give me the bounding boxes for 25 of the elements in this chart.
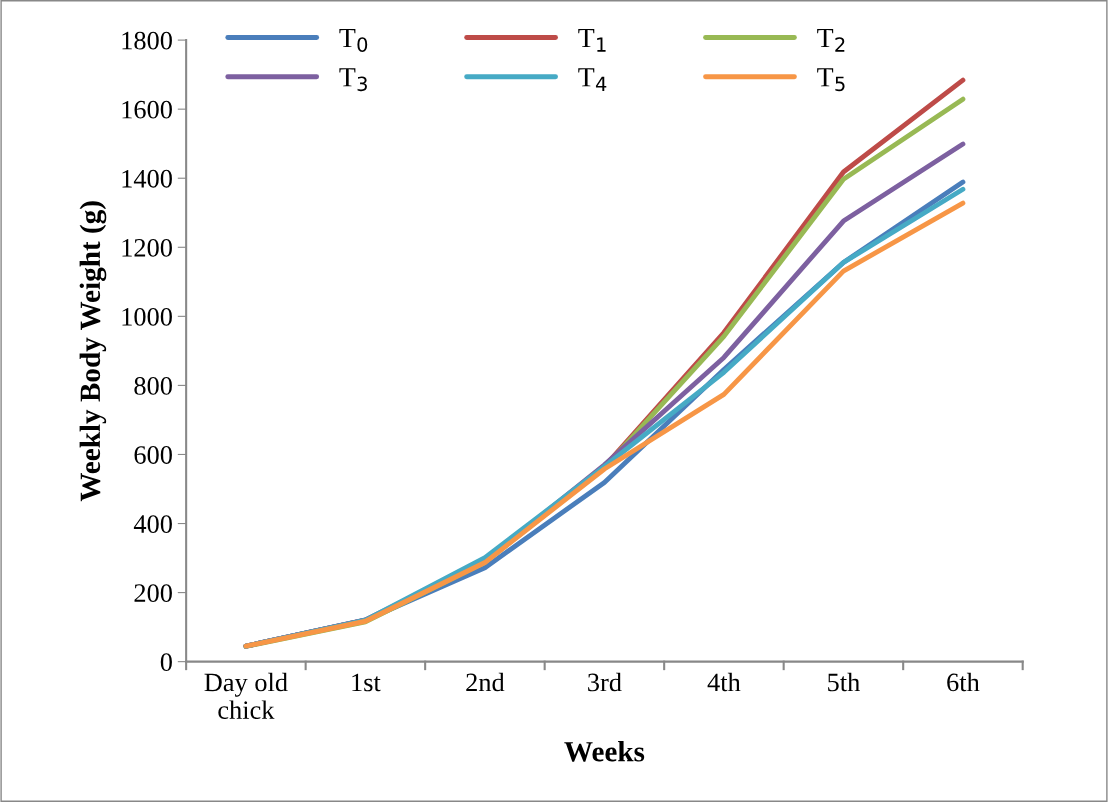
x-tick-label: 1st — [352, 673, 381, 692]
y-tick-label: 1000 — [122, 307, 172, 326]
legend-label: T$_{1}$ — [578, 28, 606, 52]
y-tick-label: 400 — [133, 515, 172, 533]
y-tick-label: 1600 — [122, 100, 172, 119]
y-tick-label: 800 — [134, 377, 172, 395]
x-tick-label: 5th — [828, 672, 860, 692]
legend-label: T$_{4}$ — [578, 68, 607, 91]
x-axis-title: Weeks — [564, 741, 645, 762]
y-tick-label: 1800 — [122, 31, 172, 50]
x-tick-label: 2nd — [466, 672, 505, 692]
legend-label: T$_{2}$ — [817, 28, 845, 52]
y-axis-title: Weekly Body Weight (g) — [79, 201, 107, 502]
x-tick-label: 6th — [947, 672, 980, 692]
x-tick-label: Day old chick — [204, 672, 288, 719]
legend-label: T$_{5}$ — [817, 68, 845, 92]
y-tick-label: 200 — [134, 584, 172, 602]
x-tick-label: 4th — [707, 672, 741, 692]
legend-label: T$_{0}$ — [339, 28, 368, 52]
legend-label: T$_{3}$ — [339, 68, 367, 92]
y-tick-label: 0 — [160, 653, 172, 672]
x-tick-label: 3rd — [588, 672, 622, 692]
y-tick-label: 600 — [134, 446, 172, 464]
y-tick-label: 1200 — [122, 238, 172, 257]
y-tick-label: 1400 — [122, 169, 172, 188]
